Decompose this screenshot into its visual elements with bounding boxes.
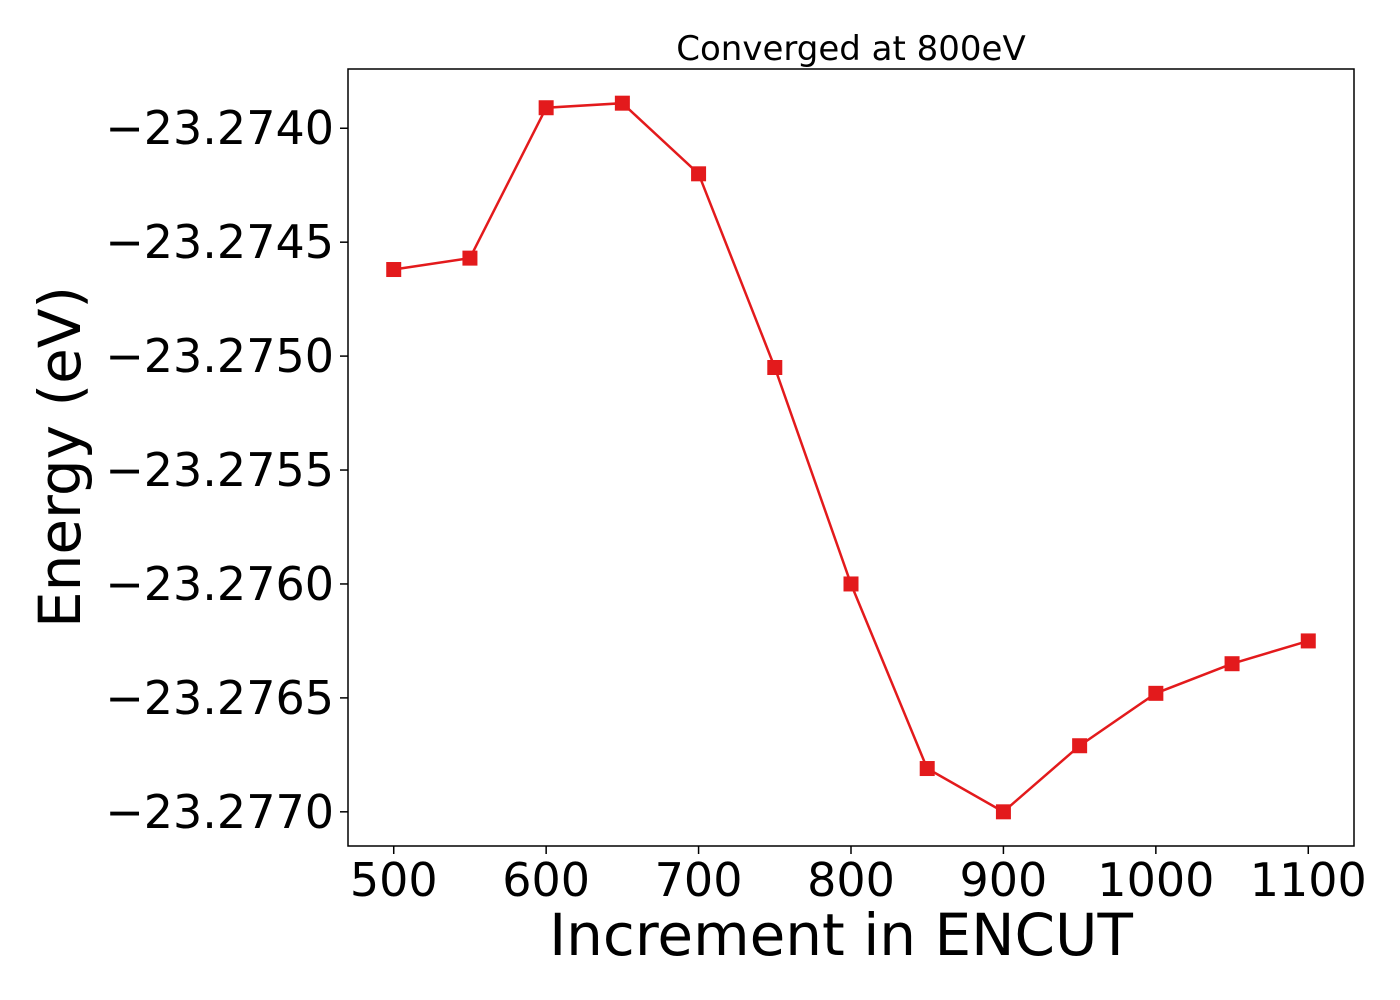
y-axis: −23.2740 −23.2745 −23.2750 −23.2755 −23.2760… [105, 101, 348, 839]
data-point-marker [1300, 633, 1316, 649]
y-tick-label: −23.2760 [105, 557, 334, 611]
y-tick-label: −23.2750 [105, 329, 334, 383]
y-tick-label: −23.2745 [105, 215, 334, 269]
x-axis: 500 600 700 800 900 1000 1100 [350, 846, 1367, 907]
data-point-marker [538, 100, 554, 116]
plot-area [386, 95, 1316, 820]
data-point-marker [462, 250, 478, 266]
data-point-marker [843, 576, 859, 592]
data-point-marker [767, 359, 783, 375]
energy-series-line [393, 101, 1309, 814]
x-tick-label: 600 [502, 853, 590, 907]
x-tick-label: 800 [807, 853, 895, 907]
chart-title: Converged at 800eV [676, 29, 1025, 69]
data-point-marker [386, 262, 402, 278]
y-tick-label: −23.2755 [105, 443, 334, 497]
data-point-marker [1224, 656, 1240, 672]
y-tick-label: −23.2770 [105, 785, 334, 839]
data-point-marker [1148, 685, 1164, 701]
data-point-marker [995, 804, 1011, 820]
plot-frame [347, 68, 1355, 847]
x-tick-label: 700 [655, 853, 743, 907]
data-point-marker [614, 95, 630, 111]
x-axis-label: Increment in ENCUT [549, 901, 1133, 969]
data-point-marker [1072, 738, 1088, 754]
data-point-marker [919, 761, 935, 777]
y-tick-label: −23.2740 [105, 101, 334, 155]
x-tick-label: 900 [960, 853, 1048, 907]
y-axis-label: Energy (eV) [26, 286, 94, 628]
x-tick-label: 1000 [1097, 853, 1214, 907]
x-tick-label: 500 [350, 853, 438, 907]
y-tick-label: −23.2765 [105, 671, 334, 725]
x-tick-label: 1100 [1250, 853, 1367, 907]
data-point-marker [691, 166, 707, 182]
